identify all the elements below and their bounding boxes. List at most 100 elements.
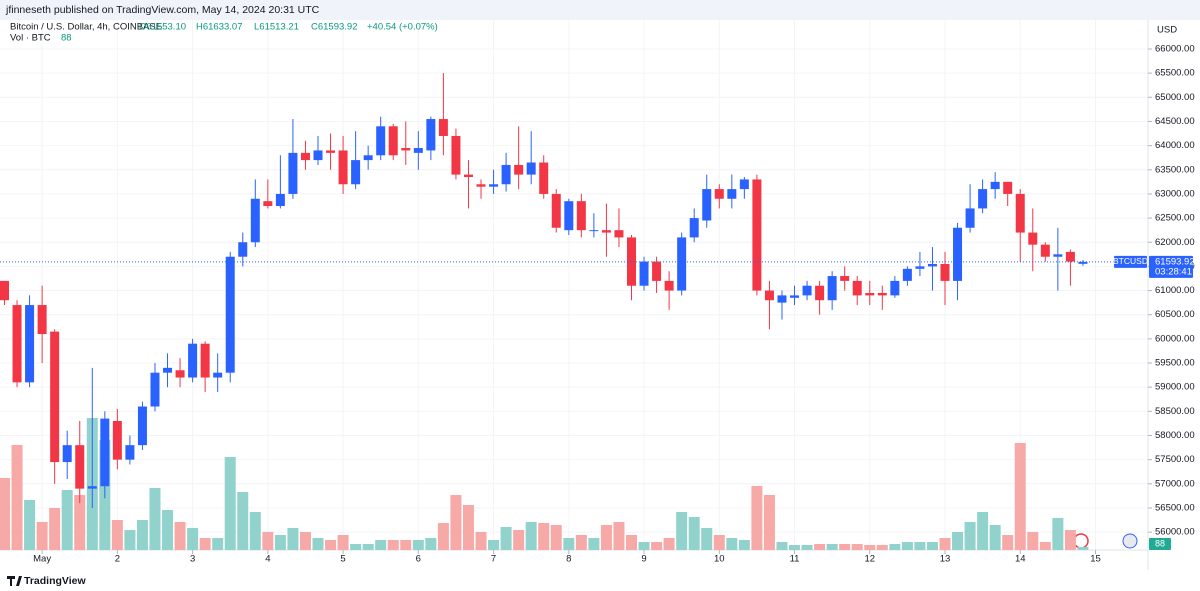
x-tick-label: 4	[265, 554, 270, 565]
volume-bar	[387, 540, 399, 550]
y-tick-label: 64000.00	[1155, 140, 1195, 151]
legend-volume: Vol · BTC	[10, 33, 51, 44]
volume-bar	[61, 490, 73, 550]
volume-bar	[989, 525, 1001, 550]
candle-body	[1015, 193, 1025, 233]
volume-bar	[412, 540, 424, 550]
candle-body	[802, 285, 812, 296]
event-icon[interactable]	[1073, 533, 1089, 549]
volume-tag-label: 88	[1155, 538, 1165, 548]
candle-body	[539, 162, 549, 194]
candle-body	[902, 268, 912, 281]
candle-body	[752, 179, 762, 291]
volume-bar	[626, 535, 637, 550]
volume-bar	[400, 540, 412, 550]
volume-bar	[876, 545, 888, 550]
x-tick-label: 9	[641, 554, 646, 565]
candle-body	[125, 445, 135, 460]
y-tick-label: 56000.00	[1155, 527, 1195, 538]
volume-bar	[212, 538, 224, 550]
candle-body	[614, 230, 624, 238]
candle-body	[438, 119, 448, 136]
legend-symbol: Bitcoin / U.S. Dollar, 4h, COINBASE	[10, 22, 162, 33]
y-tick-label: 58000.00	[1155, 430, 1195, 441]
volume-bar	[789, 545, 801, 550]
candle-body	[275, 193, 285, 207]
volume-bar	[914, 542, 926, 550]
volume-bar	[663, 538, 675, 550]
candle-body	[363, 155, 373, 161]
volume-bar	[1002, 535, 1014, 550]
volume-bar	[475, 532, 487, 550]
candle-body	[250, 198, 260, 243]
volume-bar	[237, 492, 249, 550]
candle-body	[351, 160, 361, 185]
candle-body	[87, 486, 97, 489]
volume-bar	[462, 505, 474, 550]
y-tick-label: 60500.00	[1155, 309, 1195, 320]
volume-bar	[287, 528, 299, 550]
candle-body	[727, 189, 737, 199]
candle-body	[313, 150, 323, 161]
x-tick-label: 12	[864, 554, 875, 565]
volume-bar	[124, 530, 136, 550]
flag-icon[interactable]	[1122, 533, 1138, 549]
candle-body	[501, 164, 511, 185]
volume-bar	[701, 528, 713, 550]
x-tick-label: 8	[566, 554, 571, 565]
candle-body	[62, 445, 72, 463]
candle-body	[764, 290, 774, 301]
y-tick-label: 64500.00	[1155, 116, 1195, 127]
candle-body	[50, 331, 60, 463]
legend-close: C61593.92	[311, 22, 357, 33]
volume-bar	[864, 545, 876, 550]
volume-bar	[525, 522, 537, 550]
candle-body	[551, 193, 561, 228]
candle-body	[790, 295, 800, 298]
candle-body	[940, 263, 950, 281]
volume-bar	[450, 495, 462, 550]
candle-body	[338, 150, 348, 185]
candle-body	[163, 367, 173, 373]
candle-body	[589, 230, 599, 232]
footer-brand: TradingView	[24, 575, 86, 587]
x-tick-label: 5	[340, 554, 345, 565]
y-tick-label: 63500.00	[1155, 164, 1195, 175]
candle-body	[489, 184, 499, 187]
symbol-tag-label: BTCUSD	[1113, 256, 1148, 266]
volume-bar	[563, 538, 575, 550]
y-tick-label: 58500.00	[1155, 406, 1195, 417]
legend-volume-value: 88	[61, 33, 72, 44]
volume-bar	[939, 538, 951, 550]
volume-bar	[36, 522, 48, 550]
volume-bar	[1052, 518, 1064, 550]
volume-bar	[600, 525, 612, 550]
candle-body	[702, 189, 712, 221]
currency-label: USD	[1157, 25, 1177, 36]
candle-body	[827, 276, 837, 301]
x-tick-label: 14	[1015, 554, 1026, 565]
candle-body	[564, 201, 574, 231]
volume-bar	[149, 488, 161, 550]
y-tick-label: 65500.00	[1155, 68, 1195, 79]
footer-logo	[7, 576, 22, 586]
volume-bar	[801, 545, 813, 550]
volume-bar	[299, 532, 311, 550]
candle-body	[627, 237, 636, 286]
candle-body	[990, 181, 1000, 190]
volume-bar	[375, 540, 387, 550]
y-tick-label: 59500.00	[1155, 358, 1195, 369]
candle-body	[463, 174, 473, 178]
x-tick-label: 10	[714, 554, 725, 565]
candle-body	[476, 184, 486, 187]
header-title: jfinneseth published on TradingView.com,…	[5, 4, 320, 16]
volume-bar	[1077, 546, 1089, 550]
candle-body	[739, 179, 749, 190]
candle-body	[0, 280, 9, 301]
candle-body	[890, 280, 900, 296]
candle-body	[978, 189, 988, 209]
candle-body	[1040, 244, 1050, 257]
volume-bar	[1039, 542, 1051, 550]
candle-body	[200, 343, 210, 378]
header-bar	[0, 0, 1200, 20]
